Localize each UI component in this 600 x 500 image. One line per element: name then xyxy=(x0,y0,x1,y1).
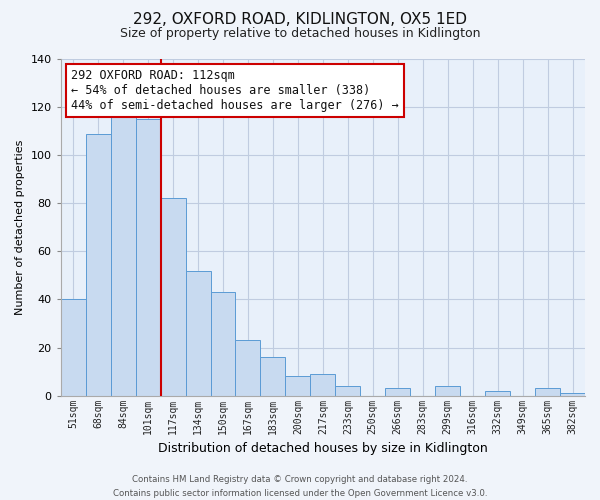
Bar xyxy=(211,292,235,396)
Text: 292, OXFORD ROAD, KIDLINGTON, OX5 1ED: 292, OXFORD ROAD, KIDLINGTON, OX5 1ED xyxy=(133,12,467,28)
Bar xyxy=(286,376,310,396)
Bar xyxy=(235,340,260,396)
Y-axis label: Number of detached properties: Number of detached properties xyxy=(15,140,25,315)
Bar xyxy=(110,114,136,396)
Text: Size of property relative to detached houses in Kidlington: Size of property relative to detached ho… xyxy=(120,28,480,40)
Bar xyxy=(485,391,510,396)
Bar xyxy=(335,386,361,396)
Bar xyxy=(61,300,86,396)
Bar xyxy=(185,270,211,396)
Bar xyxy=(260,357,286,396)
X-axis label: Distribution of detached houses by size in Kidlington: Distribution of detached houses by size … xyxy=(158,442,488,455)
Bar xyxy=(535,388,560,396)
Bar xyxy=(435,386,460,396)
Bar xyxy=(161,198,185,396)
Bar xyxy=(136,119,161,396)
Bar xyxy=(310,374,335,396)
Bar xyxy=(86,134,110,396)
Text: Contains HM Land Registry data © Crown copyright and database right 2024.
Contai: Contains HM Land Registry data © Crown c… xyxy=(113,476,487,498)
Bar xyxy=(385,388,410,396)
Bar xyxy=(560,393,585,396)
Text: 292 OXFORD ROAD: 112sqm
← 54% of detached houses are smaller (338)
44% of semi-d: 292 OXFORD ROAD: 112sqm ← 54% of detache… xyxy=(71,69,399,112)
